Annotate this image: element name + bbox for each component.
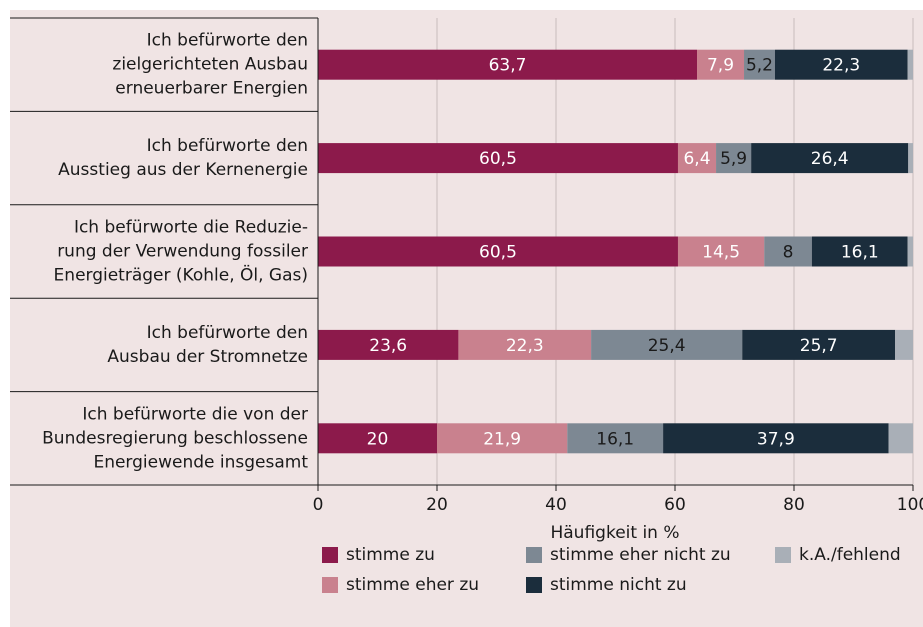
value-label: 7,9 xyxy=(707,56,734,76)
category-line: rung der Verwendung fossiler xyxy=(57,242,308,262)
bar-segment xyxy=(697,49,745,80)
category-line: Energiewende insgesamt xyxy=(93,452,308,472)
value-label: 5,2 xyxy=(746,56,773,76)
bar-segment xyxy=(318,143,678,174)
bar-segment xyxy=(744,49,775,80)
bar-segment xyxy=(567,423,664,454)
bar-segment xyxy=(888,423,913,454)
legend-swatch xyxy=(526,547,542,563)
category-line: Ich befürworte den xyxy=(147,323,308,343)
value-label: 6,4 xyxy=(683,149,710,169)
value-label: 14,5 xyxy=(702,243,740,263)
category-line: Ausstieg aus der Kernenergie xyxy=(58,160,308,180)
chart-background xyxy=(10,10,923,627)
bar-segment xyxy=(318,329,459,360)
legend-label: stimme nicht zu xyxy=(550,575,687,595)
category-line: Ich befürworte den xyxy=(147,31,308,51)
category-label: Ich befürworte den zielgerichteten Ausbau… xyxy=(112,31,308,99)
value-label: 16,1 xyxy=(596,429,634,449)
x-tick-label: 60 xyxy=(664,495,686,515)
bar-segment xyxy=(811,236,908,267)
bar-segment xyxy=(716,143,752,174)
value-label: 37,9 xyxy=(757,429,795,449)
category-label: Ich befürworte den Ausstieg aus der Kerne… xyxy=(58,136,308,180)
legend-label: stimme eher zu xyxy=(346,575,479,595)
bar-segment xyxy=(907,49,913,80)
value-label: 25,4 xyxy=(648,336,686,356)
bar-segment xyxy=(458,329,592,360)
bar-segment xyxy=(751,143,909,174)
category-label: Ich befürworte den Ausbau der Stromnetze xyxy=(107,323,308,367)
legend-swatch xyxy=(322,547,338,563)
category-line: Ich befürworte die von der xyxy=(82,404,308,424)
value-label: 22,3 xyxy=(822,56,860,76)
value-label: 23,6 xyxy=(369,336,407,356)
bar-segment xyxy=(764,236,812,267)
category-label: Ich befürworte die von der Bundesregierun… xyxy=(42,404,308,472)
value-label: 16,1 xyxy=(841,243,879,263)
category-line: Ich befürworte den xyxy=(147,136,308,156)
x-axis-title: Häufigkeit in % xyxy=(550,523,679,543)
bar-segment xyxy=(742,329,896,360)
category-line: Ich befürworte die Reduzie- xyxy=(74,218,308,238)
bar-segment xyxy=(318,49,698,80)
legend-swatch xyxy=(526,577,542,593)
legend-label: k.A./fehlend xyxy=(799,545,901,565)
category-line: zielgerichteten Ausbau xyxy=(112,55,308,75)
bar-segment xyxy=(663,423,889,454)
x-tick-label: 0 xyxy=(313,495,324,515)
x-tick-label: 40 xyxy=(545,495,567,515)
value-label: 60,5 xyxy=(479,149,517,169)
value-label: 5,9 xyxy=(720,149,747,169)
value-label: 22,3 xyxy=(506,336,544,356)
bar-segment xyxy=(895,329,913,360)
category-line: Ausbau der Stromnetze xyxy=(107,347,308,367)
bar-segment xyxy=(908,143,913,174)
x-tick-label: 20 xyxy=(426,495,448,515)
bar-segment xyxy=(437,423,568,454)
category-line: erneuerbarer Energien xyxy=(115,79,308,99)
value-label: 21,9 xyxy=(483,429,521,449)
category-line: Energieträger (Kohle, Öl, Gas) xyxy=(54,264,308,286)
bar-segment xyxy=(774,49,908,80)
bar-segment xyxy=(907,236,913,267)
value-label: 63,7 xyxy=(489,56,527,76)
bar-segment xyxy=(318,423,437,454)
legend-label: stimme zu xyxy=(346,545,435,565)
category-label: Ich befürworte die Reduzie-rung der Verw… xyxy=(54,218,308,286)
value-label: 8 xyxy=(783,243,794,263)
legend-label: stimme eher nicht zu xyxy=(550,545,731,565)
bar-segment xyxy=(677,143,717,174)
value-label: 26,4 xyxy=(811,149,849,169)
bar-segment xyxy=(677,236,765,267)
x-tick-label: 100 xyxy=(897,495,923,515)
x-tick-label: 80 xyxy=(783,495,805,515)
value-label: 20 xyxy=(367,429,389,449)
legend-swatch xyxy=(322,577,338,593)
bar-segment xyxy=(318,236,678,267)
value-label: 60,5 xyxy=(479,243,517,263)
value-label: 25,7 xyxy=(800,336,838,356)
category-line: Bundesregierung beschlossene xyxy=(42,428,308,448)
legend-swatch xyxy=(775,547,791,563)
bar-segment xyxy=(591,329,743,360)
